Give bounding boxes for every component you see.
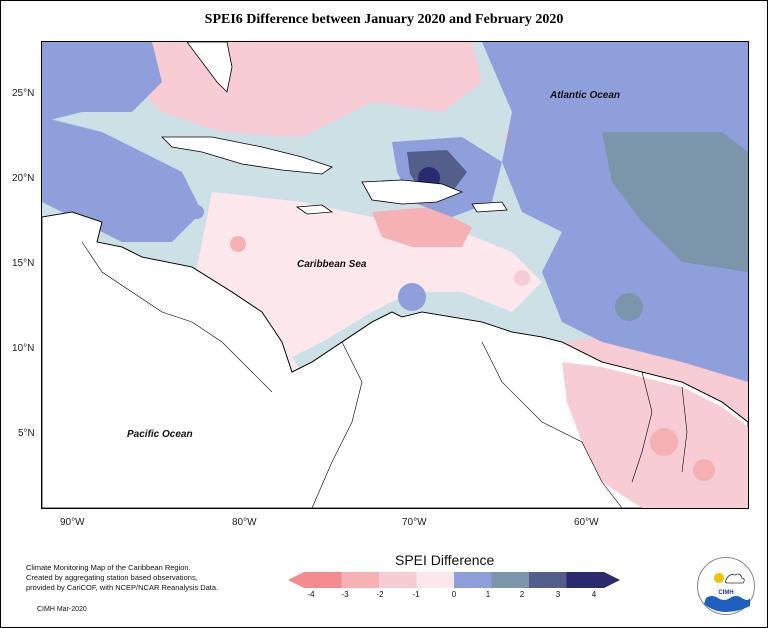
legend-swatch — [454, 572, 492, 588]
legend-swatch — [304, 572, 342, 588]
land-cuba — [161, 136, 333, 175]
cimh-logo-graphic — [704, 573, 750, 612]
legend-swatch — [566, 572, 604, 588]
land-jamaica — [295, 204, 334, 215]
legend-swatch — [416, 572, 454, 588]
lat-tick-25: 25°N — [12, 88, 35, 99]
legend-tick: 1 — [485, 590, 491, 599]
credit-line: Climate Monitoring Map of the Caribbean … — [26, 563, 191, 572]
label-caribbean-sea: Caribbean Sea — [297, 259, 367, 270]
border-central-america — [81, 241, 273, 393]
border-venezuela-brazil — [481, 341, 623, 508]
lon-tick-60: 60°W — [574, 517, 599, 528]
legend-swatch — [491, 572, 529, 588]
legend-swatch — [341, 572, 379, 588]
land-anomaly-shading — [562, 362, 748, 508]
land-puerto-rico — [471, 201, 508, 213]
spot-pink-1 — [230, 236, 246, 252]
legend-tick: 3 — [555, 590, 561, 599]
border-suriname — [681, 386, 688, 473]
cimh-logo: CIMH — [697, 557, 755, 615]
lon-tick-90: 90°W — [60, 517, 85, 528]
region-gulf-northwest — [42, 42, 162, 122]
spei-map[interactable]: Atlantic Ocean Caribbean Sea Pacific Oce… — [41, 41, 749, 509]
legend-swatch — [529, 572, 567, 588]
lon-tick-80: 80°W — [232, 517, 257, 528]
legend-tick: 4 — [591, 590, 597, 599]
credit-line: Created by aggregating station based obs… — [26, 573, 198, 582]
credit-date: CIMH Mar-2020 — [37, 606, 87, 613]
credit-block: Climate Monitoring Map of the Caribbean … — [26, 563, 218, 593]
region-atlantic-mid — [602, 132, 748, 272]
lat-tick-10: 10°N — [12, 343, 35, 354]
region-atlantic — [482, 42, 748, 382]
positive-anomaly-regions — [42, 42, 748, 382]
waves-icon — [704, 596, 750, 612]
cloud-icon — [724, 573, 745, 584]
land-florida — [186, 42, 233, 93]
legend-swatch — [379, 572, 417, 588]
lat-tick-15: 15°N — [12, 258, 35, 269]
legend-tick: -3 — [341, 590, 349, 599]
coastline-south — [42, 211, 748, 423]
label-pacific-ocean: Pacific Ocean — [127, 429, 193, 440]
spot-pink-antilles — [514, 270, 530, 286]
lat-tick-20: 20°N — [12, 173, 35, 184]
shade-suriname — [693, 459, 715, 481]
shade-guyana — [650, 428, 678, 456]
land-hispaniola — [361, 179, 464, 205]
sun-icon — [714, 573, 724, 583]
spot-blue-venezuela — [398, 283, 426, 311]
region-yucatan — [42, 117, 202, 242]
legend-tick: 0 — [451, 590, 457, 599]
credit-line: provided by CariCOF, with NCEP/NCAR Rean… — [26, 583, 219, 592]
legend-arrow-right — [604, 572, 620, 588]
border-guyana — [631, 371, 653, 483]
border-colombia — [311, 341, 363, 508]
legend-tick: -2 — [376, 590, 384, 599]
logo-text: CIMH — [718, 590, 734, 596]
legend-tick: -4 — [307, 590, 315, 599]
legend-arrow-left — [288, 572, 304, 588]
region-hispaniola-south — [372, 207, 472, 247]
borders — [81, 241, 688, 508]
landmasses — [42, 42, 748, 508]
spot-blue-cayman — [190, 205, 204, 219]
label-atlantic-ocean: Atlantic Ocean — [549, 90, 620, 101]
lat-tick-5: 5°N — [18, 428, 35, 439]
legend-tick: -1 — [412, 590, 420, 599]
map-canvas: Atlantic Ocean Caribbean Sea Pacific Oce… — [42, 42, 748, 508]
lon-tick-70: 70°W — [402, 517, 427, 528]
spot-blue-barbados — [615, 293, 643, 321]
map-title: SPEI6 Difference between January 2020 an… — [204, 12, 564, 27]
legend-tick: 2 — [519, 590, 525, 599]
legend-title: SPEI Difference — [395, 552, 495, 568]
legend-colorbar — [288, 572, 620, 588]
